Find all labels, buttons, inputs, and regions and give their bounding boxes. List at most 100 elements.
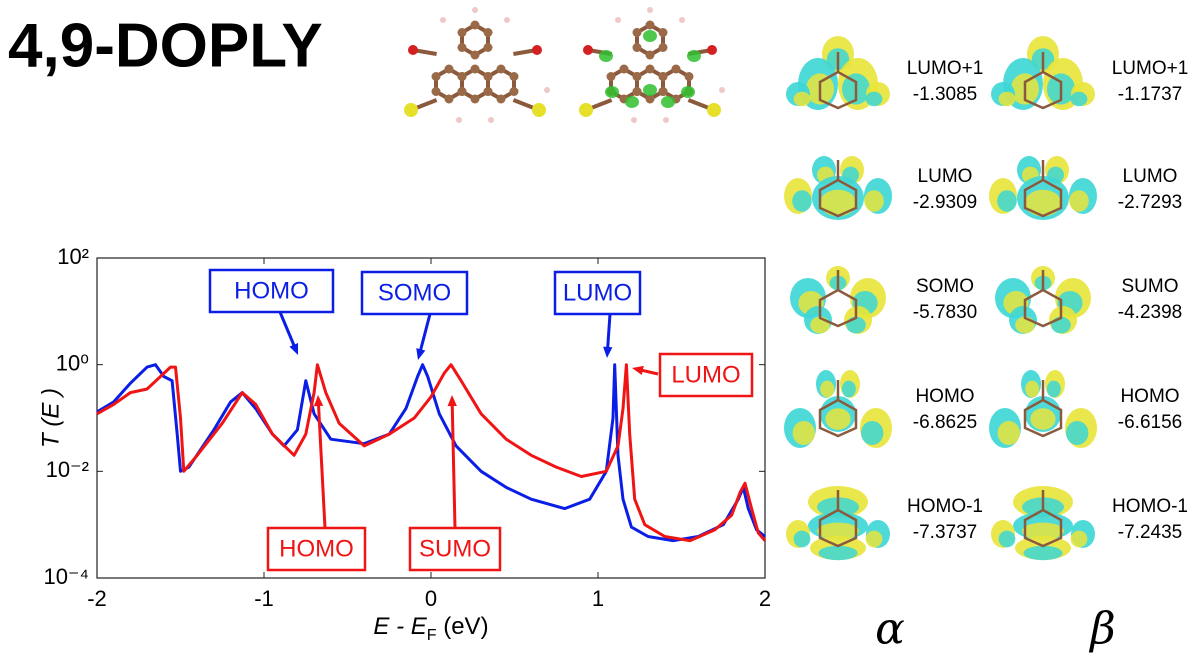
orbital-lobe — [1025, 381, 1039, 398]
annotation-text: LUMO — [671, 361, 740, 388]
atom — [658, 28, 667, 37]
orbital-label: SOMO — [916, 276, 974, 297]
atom — [684, 72, 693, 81]
atom — [404, 103, 418, 117]
atom — [458, 72, 467, 81]
spin-lobe — [661, 96, 675, 108]
orbital-lobe — [792, 190, 812, 212]
orbital-label: HOMO — [915, 386, 974, 407]
x-label-part: (eV) — [437, 613, 489, 640]
atom — [445, 65, 454, 74]
atom — [620, 65, 629, 74]
atom — [583, 45, 593, 55]
figure: 4,9-DOPLY LUMO+1-1.3085LUMO+1-1.1737LUMO… — [0, 0, 1198, 662]
y-tick-label: 10⁻² — [46, 457, 89, 482]
atom — [483, 87, 492, 96]
atom — [456, 117, 462, 123]
atom — [633, 72, 642, 81]
orbital-label: HOMO — [1120, 386, 1179, 407]
atom — [440, 17, 446, 23]
orbital-label: LUMO — [1123, 166, 1178, 187]
orbital-energy: -1.3085 — [913, 84, 977, 105]
atom — [631, 117, 637, 123]
atom — [471, 95, 480, 104]
x-tick-label: 2 — [759, 586, 771, 611]
atom — [458, 28, 467, 37]
annotation-text: SUMO — [419, 535, 491, 562]
orbital-lobe — [1025, 190, 1061, 216]
orbital-energy: -1.1737 — [1118, 84, 1182, 105]
atom — [646, 65, 655, 74]
annotation-arrowhead — [448, 395, 457, 406]
orbital-lobe — [825, 408, 850, 430]
atom — [509, 72, 518, 81]
atom — [497, 95, 506, 104]
spin-lobe — [643, 84, 657, 96]
atom — [483, 43, 492, 52]
orbital-lobe — [997, 190, 1017, 212]
atom — [471, 51, 480, 60]
x-label-part: E - E — [373, 613, 427, 640]
atom — [445, 95, 454, 104]
orbital-lobe — [820, 190, 856, 216]
orbital-lobe — [999, 92, 1016, 106]
x-tick-label: -2 — [87, 586, 107, 611]
atom — [658, 43, 667, 52]
molecule-structures — [404, 7, 725, 123]
annotation-arrow — [452, 403, 455, 528]
orbital-lobe — [842, 381, 856, 398]
annotation-arrow — [318, 403, 325, 528]
orbital-label: HOMO-1 — [907, 496, 983, 517]
orbital-lobe — [818, 546, 857, 560]
orbital-lobe — [794, 92, 811, 106]
spin-column-label: β — [1088, 604, 1115, 655]
orbital-panels: LUMO+1-1.3085LUMO+1-1.1737LUMO-2.9309LUM… — [784, 36, 1188, 655]
atom — [647, 7, 653, 13]
x-tick-label: 0 — [425, 586, 437, 611]
orbital-energy: -2.9309 — [913, 192, 977, 213]
orbital-lobe — [793, 421, 815, 445]
atom — [663, 117, 669, 123]
atom — [488, 117, 494, 123]
spin-lobe — [599, 50, 613, 62]
annotation-arrowhead — [416, 348, 425, 360]
orbital-label: SUMO — [1122, 276, 1179, 297]
orbital-energy: -6.6156 — [1118, 412, 1182, 433]
y-tick-label: 10² — [57, 244, 89, 269]
atom — [633, 43, 642, 52]
atom — [497, 65, 506, 74]
spin-column-label: α — [875, 604, 905, 655]
atom — [532, 45, 542, 55]
orbital-label: HOMO-1 — [1112, 496, 1188, 517]
orbital-lobe — [1069, 190, 1089, 212]
orbital-lobe — [1030, 408, 1055, 430]
figure-title: 4,9-DOPLY — [8, 11, 323, 80]
atom — [707, 45, 717, 55]
orbital-lobe — [1023, 546, 1062, 560]
annotation-text: HOMO — [234, 277, 309, 304]
atom — [633, 28, 642, 37]
atom — [432, 87, 441, 96]
y-tick-label: 10⁻⁴ — [43, 564, 89, 589]
orbital-energy: -4.2398 — [1118, 302, 1182, 323]
annotation-arrow — [420, 314, 430, 352]
x-label-sub: F — [427, 627, 437, 644]
atom — [471, 65, 480, 74]
annotation-arrow — [608, 314, 610, 350]
atom — [471, 21, 480, 30]
orbital-lobe — [820, 381, 834, 398]
atom — [658, 87, 667, 96]
atom — [615, 17, 621, 23]
orbital-lobe — [998, 421, 1020, 445]
orbital-energy: -6.8625 — [913, 412, 977, 433]
orbital-lobe — [866, 92, 883, 106]
atom — [719, 87, 725, 93]
atom — [483, 72, 492, 81]
atom — [504, 17, 510, 23]
atom — [679, 17, 685, 23]
orbital-energy: -2.7293 — [1118, 192, 1182, 213]
y-tick-label: 10⁰ — [56, 350, 89, 375]
spin-lobe — [643, 30, 657, 42]
spin-lobe — [605, 86, 619, 98]
atom — [408, 45, 418, 55]
